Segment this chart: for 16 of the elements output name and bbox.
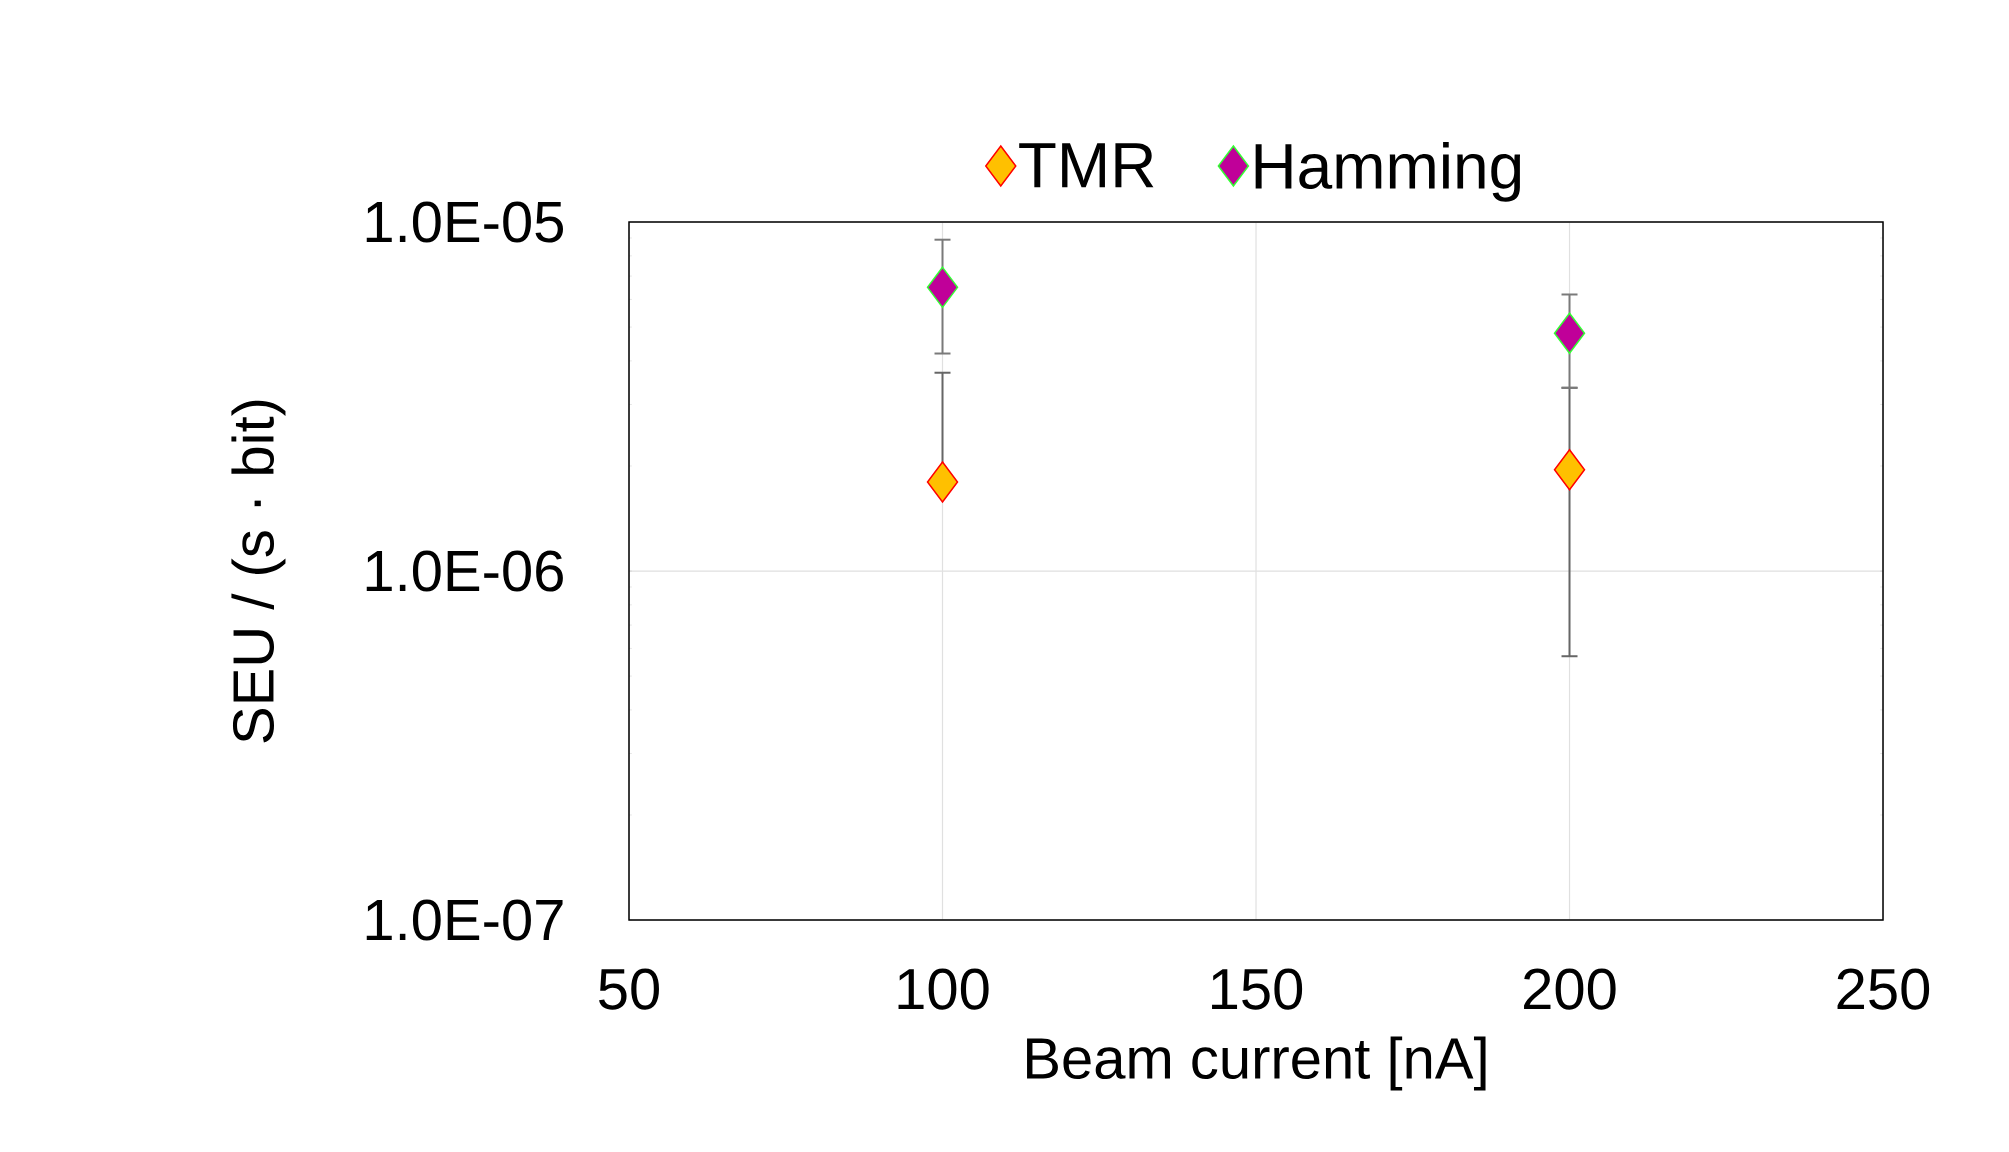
x-tick-label: 100 — [898, 968, 989, 1010]
point — [926, 461, 959, 503]
point — [1553, 449, 1586, 491]
x-tick-label: 250 — [1837, 968, 1930, 1010]
y-axis-title: SEU / (s · bit) — [231, 400, 286, 743]
y-tick-label: 1.0E-07 — [366, 899, 563, 941]
legend-label: Hamming — [1255, 142, 1521, 202]
legend-label: TMR — [1019, 143, 1154, 188]
x-tick-label: 200 — [1524, 968, 1616, 1010]
x-axis-title: Beam current [nA] — [1027, 1036, 1486, 1091]
point — [1553, 312, 1586, 355]
y-tick-label: 1.0E-06 — [366, 550, 563, 592]
x-tick-label: 150 — [1212, 968, 1303, 1010]
x-tick-label: 50 — [599, 968, 659, 1010]
point — [926, 266, 959, 309]
y-tick-label: 1.0E-05 — [366, 201, 564, 243]
